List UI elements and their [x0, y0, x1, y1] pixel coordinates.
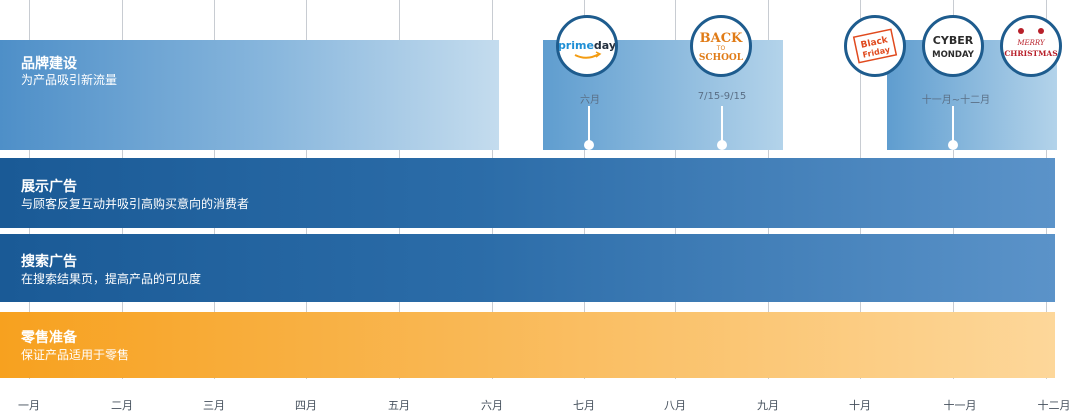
- month-label: 六月: [481, 399, 503, 412]
- badge-text: MONDAY: [932, 50, 975, 60]
- black-friday-logo: Black Friday: [844, 15, 906, 77]
- bar-title: 品牌建设: [21, 56, 77, 72]
- pin-dot: [584, 140, 594, 150]
- month-label: 九月: [757, 399, 779, 412]
- event-label-back-to-school: 7/15-9/15: [697, 91, 747, 102]
- badge-text: SCHOOL: [699, 53, 744, 63]
- bar-subtitle: 与顾客反复互动并吸引高购买意向的消费者: [21, 197, 250, 211]
- event-label-prime-day: 六月: [580, 95, 600, 106]
- month-label: 四月: [295, 399, 317, 412]
- bar-subtitle: 保证产品适用于零售: [21, 348, 130, 362]
- bar-brand-building: 品牌建设 为产品吸引新流量: [0, 40, 499, 150]
- badge-text: prime: [559, 39, 594, 52]
- pin-line: [952, 106, 954, 144]
- badge-text: MERRY: [1016, 39, 1046, 47]
- badge-text: CHRISTMAS: [1004, 49, 1057, 58]
- bar-title: 零售准备: [21, 330, 77, 346]
- merry-christmas-logo: MERRY CHRISTMAS: [1000, 15, 1062, 77]
- pin-line: [721, 106, 723, 144]
- bar-title: 搜索广告: [21, 254, 77, 270]
- bar-search-ads: 搜索广告 在搜索结果页，提高产品的可见度: [0, 234, 1055, 302]
- bar-display-ads: 展示广告 与顾客反复互动并吸引高购买意向的消费者: [0, 158, 1055, 228]
- event-label-holiday: 十一月~十二月: [921, 95, 991, 106]
- bar-subtitle: 为产品吸引新流量: [21, 73, 118, 87]
- month-label: 五月: [388, 399, 410, 412]
- pin-dot: [717, 140, 727, 150]
- bar-retail-readiness: 零售准备 保证产品适用于零售: [0, 312, 1055, 378]
- month-label: 十一月: [943, 399, 977, 412]
- month-label: 一月: [18, 399, 40, 412]
- month-label: 三月: [203, 399, 225, 412]
- cyber-monday-logo: CYBER MONDAY: [922, 15, 984, 77]
- month-label: 七月: [573, 399, 595, 412]
- badge-text: day: [594, 39, 615, 52]
- pin-line: [588, 106, 590, 144]
- pin-dot: [948, 140, 958, 150]
- prime-day-logo: primeday: [556, 15, 618, 77]
- month-label: 二月: [111, 399, 133, 412]
- bar-title: 展示广告: [21, 179, 77, 195]
- month-label: 十二月: [1037, 399, 1071, 412]
- svg-text:primeday: primeday: [559, 39, 615, 52]
- month-label: 八月: [664, 399, 686, 412]
- bar-subtitle: 在搜索结果页，提高产品的可见度: [21, 272, 202, 286]
- back-to-school-logo: BACK TO SCHOOL: [690, 15, 752, 77]
- month-label: 十月: [849, 399, 871, 412]
- badge-text: CYBER: [933, 34, 974, 47]
- badge-text: BACK: [700, 31, 743, 46]
- badge-text: TO: [716, 45, 726, 52]
